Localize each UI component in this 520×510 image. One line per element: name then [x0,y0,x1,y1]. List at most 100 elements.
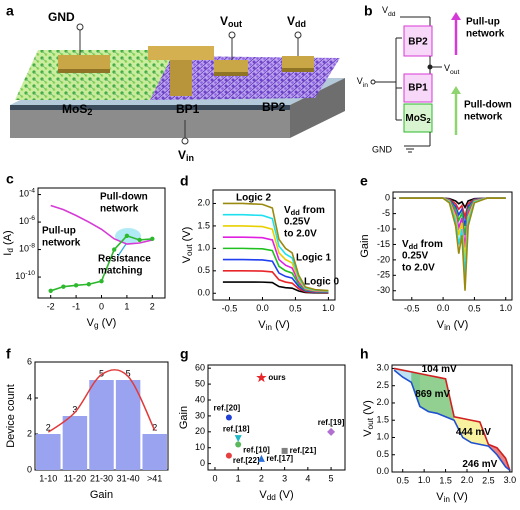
terminal-label: GND [48,10,75,24]
transistor-label: MoS2 [405,113,430,125]
value-label: 5 [99,368,104,378]
x-tick-label: -0.5 [404,303,420,313]
transistor-label: BP2 [408,37,428,48]
x-tick-label: -1 [72,301,80,311]
y-axis-label: Gain [178,406,190,429]
panel-label: b [364,3,373,19]
y-tick-label: 10-10 [15,270,35,282]
x-tick-label: 0 [99,301,104,311]
panel-label: g [180,346,189,362]
x-tick-label: -2 [47,301,55,311]
y-tick-label: 2.5 [376,380,389,390]
point-label: ref.[20] [214,404,241,413]
y-tick-label: 1.0 [376,432,389,442]
x-tick-label: 1-10 [39,473,57,483]
plot-frame [392,191,513,301]
text-part: 2 [87,107,92,117]
x-axis-label: Vdd (V) [259,489,293,502]
text-part: dd [409,242,419,251]
text-part: (V) [451,319,469,331]
y-tick-label: 1.5 [197,220,210,230]
data-point [48,288,53,294]
text-part: in [363,82,368,89]
text-part: V [178,148,186,162]
x-tick-label: 0.0 [437,303,450,313]
x-tick-label: -0.5 [222,303,238,313]
text-part: V [258,319,266,331]
terminal-label: Vout [220,14,242,29]
text-part: d [6,248,15,253]
y-tick-label: 10-6 [19,215,35,227]
x-tick-label: 0.5 [468,303,481,313]
text-part: dd [295,19,306,29]
y-tick-label: 0 [27,464,32,474]
network-label: Pull-up [466,17,500,28]
text-part: (V) [99,317,117,329]
text-part: 2.0 [376,397,389,407]
text-part: from [418,239,443,250]
x-tick-label: >41 [147,473,162,483]
text-part: 1.0 [376,432,389,442]
bar [36,434,61,470]
annotation: Logic 1 [296,253,331,264]
loop-label: 869 mV [415,389,450,400]
text-part: V [437,319,445,331]
hysteresis-loop [411,371,455,421]
text-part: -10 [25,270,35,277]
x-axis-label: Vin (V) [436,491,468,504]
text-part: from [300,205,325,216]
text-part: (A) [2,230,14,248]
y-axis-label: Device count [5,384,17,448]
text-part: V [436,491,444,503]
text-part: 2 [426,116,430,125]
text-part: 2.0 [461,475,474,485]
data-line [393,369,511,471]
data-line [393,367,511,471]
y-tick-label: 10-8 [19,242,35,254]
y-tick-label: 0.0 [376,466,389,476]
data-point [99,278,104,284]
text-part: 1.0 [418,475,431,485]
text-part: I [2,253,14,256]
text-part: 1.0 [322,303,335,313]
text-part: 1.0 [197,243,210,253]
node-label: Vin [357,76,369,88]
x-tick-label: 21-30 [90,473,113,483]
y-tick-label: 2.0 [376,397,389,407]
x-tick-label: 3 [282,473,287,483]
x-tick-label: 2 [259,473,264,483]
y-tick-label: 50 [195,378,205,388]
x-axis-label: Vin (V) [437,319,469,332]
point-label: ref.[10] [243,446,270,455]
text-part: 1.0 [499,303,512,313]
bar [115,380,141,470]
point-label: ours [268,373,286,382]
circuit-diagram [370,12,461,153]
y-tick-label: 10-4 [19,187,35,199]
point-label: ref.[17] [266,454,293,463]
marker [281,447,288,454]
x-tick-label: 0.5 [396,475,409,485]
text-part: V [382,5,388,15]
point-label: ref.[22] [233,456,260,465]
y-tick-label: 2.0 [197,198,210,208]
x-tick-label: 0.5 [289,303,302,313]
data-point [86,282,92,287]
loop-label: 104 mV [422,364,457,375]
x-tick-label: 1.0 [322,303,335,313]
point-label: ref.[21] [290,446,317,455]
y-tick-label: 60 [195,363,205,373]
x-tick-label: 1 [124,301,129,311]
y-tick-label: 3.0 [376,363,389,373]
annotation: Logic 2 [236,193,271,204]
marker [256,372,267,383]
text-part: dd [388,11,396,18]
x-tick-label: 4 [305,473,310,483]
y-axis-label: Vout (V) [181,227,194,264]
annotation: Logic 0 [304,277,339,288]
node-label: GND [372,144,393,154]
text-part: V [284,205,291,216]
panel-label: h [360,346,369,362]
text-part: -8 [29,242,35,249]
